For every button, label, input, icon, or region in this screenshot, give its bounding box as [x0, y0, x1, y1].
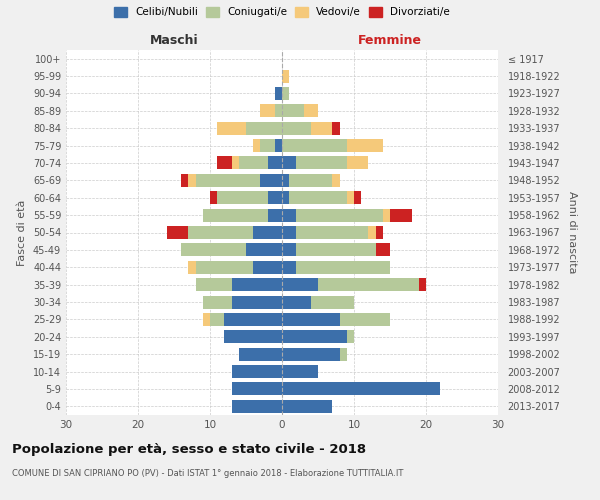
Bar [253, 139, 260, 152]
Bar [188, 260, 196, 274]
Bar [282, 226, 296, 239]
Bar [282, 244, 296, 256]
Bar [332, 174, 340, 187]
Bar [296, 208, 383, 222]
Bar [282, 365, 318, 378]
Bar [275, 139, 282, 152]
Bar [340, 348, 347, 360]
Bar [347, 139, 383, 152]
Bar [268, 156, 282, 170]
Bar [376, 226, 383, 239]
Bar [311, 296, 354, 308]
Bar [239, 156, 268, 170]
Bar [196, 278, 232, 291]
Bar [282, 313, 340, 326]
Bar [332, 122, 340, 134]
Bar [289, 174, 332, 187]
Bar [232, 278, 282, 291]
Bar [282, 139, 347, 152]
Bar [318, 278, 419, 291]
Bar [210, 313, 224, 326]
Bar [282, 208, 296, 222]
Bar [282, 122, 311, 134]
Bar [260, 139, 275, 152]
Bar [203, 296, 232, 308]
Bar [275, 87, 282, 100]
Legend: Celibi/Nubili, Coniugati/e, Vedovi/e, Divorziati/e: Celibi/Nubili, Coniugati/e, Vedovi/e, Di… [111, 4, 453, 20]
Text: COMUNE DI SAN CIPRIANO PO (PV) - Dati ISTAT 1° gennaio 2018 - Elaborazione TUTTI: COMUNE DI SAN CIPRIANO PO (PV) - Dati IS… [12, 468, 403, 477]
Bar [232, 400, 282, 413]
Bar [340, 313, 390, 326]
Bar [282, 70, 289, 82]
Bar [253, 226, 282, 239]
Bar [181, 174, 188, 187]
Bar [203, 208, 268, 222]
Bar [282, 382, 440, 396]
Bar [282, 156, 296, 170]
Bar [217, 156, 232, 170]
Bar [296, 260, 390, 274]
Bar [203, 313, 210, 326]
Bar [296, 244, 376, 256]
Bar [217, 122, 246, 134]
Bar [347, 330, 354, 344]
Bar [354, 191, 361, 204]
Bar [383, 208, 390, 222]
Bar [347, 156, 368, 170]
Bar [282, 260, 296, 274]
Bar [304, 104, 318, 118]
Bar [232, 156, 239, 170]
Bar [282, 87, 289, 100]
Bar [282, 278, 318, 291]
Bar [224, 313, 282, 326]
Bar [181, 244, 246, 256]
Bar [282, 191, 289, 204]
Bar [210, 191, 217, 204]
Bar [167, 226, 188, 239]
Bar [188, 174, 196, 187]
Bar [232, 296, 282, 308]
Bar [289, 191, 347, 204]
Bar [260, 104, 275, 118]
Bar [282, 348, 340, 360]
Bar [268, 191, 282, 204]
Text: Popolazione per età, sesso e stato civile - 2018: Popolazione per età, sesso e stato civil… [12, 442, 366, 456]
Bar [188, 226, 253, 239]
Bar [239, 348, 282, 360]
Bar [217, 191, 268, 204]
Bar [246, 122, 282, 134]
Bar [232, 382, 282, 396]
Bar [196, 260, 253, 274]
Bar [368, 226, 376, 239]
Bar [224, 330, 282, 344]
Bar [282, 174, 289, 187]
Bar [246, 244, 282, 256]
Bar [311, 122, 332, 134]
Bar [282, 400, 332, 413]
Text: Femmine: Femmine [358, 34, 422, 46]
Y-axis label: Anni di nascita: Anni di nascita [567, 191, 577, 274]
Bar [282, 104, 304, 118]
Y-axis label: Fasce di età: Fasce di età [17, 200, 27, 266]
Bar [253, 260, 282, 274]
Bar [296, 226, 368, 239]
Bar [347, 191, 354, 204]
Bar [268, 208, 282, 222]
Bar [282, 296, 311, 308]
Bar [196, 174, 260, 187]
Bar [419, 278, 426, 291]
Bar [390, 208, 412, 222]
Bar [282, 330, 347, 344]
Bar [260, 174, 282, 187]
Bar [275, 104, 282, 118]
Text: Maschi: Maschi [149, 34, 199, 46]
Bar [296, 156, 347, 170]
Bar [232, 365, 282, 378]
Bar [376, 244, 390, 256]
